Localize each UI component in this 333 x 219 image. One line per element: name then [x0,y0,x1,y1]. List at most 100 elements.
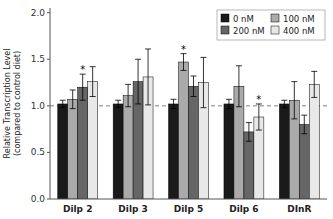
bar [123,96,133,199]
legend: 0 nM 100 nM 200 nM 400 nM [217,10,325,40]
error-cap [135,103,141,104]
error-cap [291,81,297,82]
error-cap [115,100,121,101]
error-cap [125,84,131,85]
error-cap [226,108,232,109]
error-bar [80,74,86,100]
error-bar [181,54,187,71]
bar [189,86,199,199]
legend-swatch [221,14,229,22]
error-line [82,74,83,100]
chart: 0.00.51.01.52.0Relative Transcription Le… [0,0,333,219]
error-bar [135,59,141,104]
error-cap [281,100,287,101]
y-tick-label: 0.5 [31,147,45,157]
y-axis-label: Relative Transcription Level(compared to… [3,49,22,159]
error-cap [181,70,187,71]
bar [179,62,189,199]
error-cap [200,107,206,108]
error-line [118,100,119,107]
error-line [314,71,315,97]
error-bar [311,71,317,97]
legend-box [217,10,325,40]
error-cap [70,108,76,109]
error-line [258,104,259,130]
error-line [228,99,229,108]
y-axis-label-line: Relative Transcription Level [3,49,12,159]
error-cap [301,115,307,116]
x-tick-label: Dilp 2 [63,204,92,214]
error-bar [236,66,242,107]
bar [88,82,98,199]
legend-label: 200 nM [233,26,265,36]
plot-area [50,49,327,199]
error-cap [256,130,262,131]
y-axis-label-line: (compared to control diet) [13,51,22,156]
error-cap [90,66,96,67]
legend-swatch [271,26,279,34]
error-cap [171,108,177,109]
error-cap [200,57,206,58]
error-cap [190,76,196,77]
error-cap [70,89,76,90]
error-cap [246,141,252,142]
legend-label: 0 nM [233,14,254,24]
y-tick-label: 0.0 [31,194,46,204]
legend-label: 400 nM [283,26,315,36]
y-axis [50,8,51,199]
error-line [294,82,295,119]
error-bar [115,100,121,107]
error-cap [60,100,66,101]
error-cap [125,106,131,107]
y-tick-label: 2.0 [31,8,46,18]
bar [78,87,88,199]
bar [169,104,179,199]
legend-label: 100 nM [283,14,315,24]
error-line [72,90,73,109]
legend-swatch [221,26,229,34]
bar [113,104,123,199]
error-line [128,84,129,106]
bar [309,84,319,199]
error-cap [171,99,177,100]
error-cap [311,71,317,72]
error-bar [291,82,297,119]
annotation: * [80,64,85,75]
error-bar [171,99,177,108]
error-bar [256,104,262,130]
error-line [138,59,139,104]
error-line [284,100,285,107]
error-cap [115,107,121,108]
bar [224,104,234,199]
error-cap [145,104,151,105]
error-cap [236,106,242,107]
error-cap [60,107,66,108]
error-bar [301,115,307,134]
bar [299,124,309,199]
error-cap [135,59,141,60]
error-cap [311,97,317,98]
error-bar [226,99,232,108]
error-bar [125,84,131,106]
error-bar [200,57,206,107]
error-cap [246,122,252,123]
x-tick-label: DInR [287,204,311,214]
error-cap [145,48,151,49]
error-bar [190,76,196,96]
error-bar [70,90,76,109]
error-line [203,57,204,107]
error-line [193,76,194,96]
x-axis [50,199,327,200]
bar [279,104,289,199]
x-tick-label: Dilp 6 [229,204,258,214]
error-line [248,123,249,142]
legend-swatch [271,14,279,22]
bar [68,99,78,199]
y-tick-label: 1.0 [31,101,46,111]
error-bar [90,67,96,97]
error-line [92,67,93,97]
x-tick-label: Dilp 3 [118,204,147,214]
error-line [62,100,63,107]
error-cap [301,133,307,134]
error-line [173,99,174,108]
